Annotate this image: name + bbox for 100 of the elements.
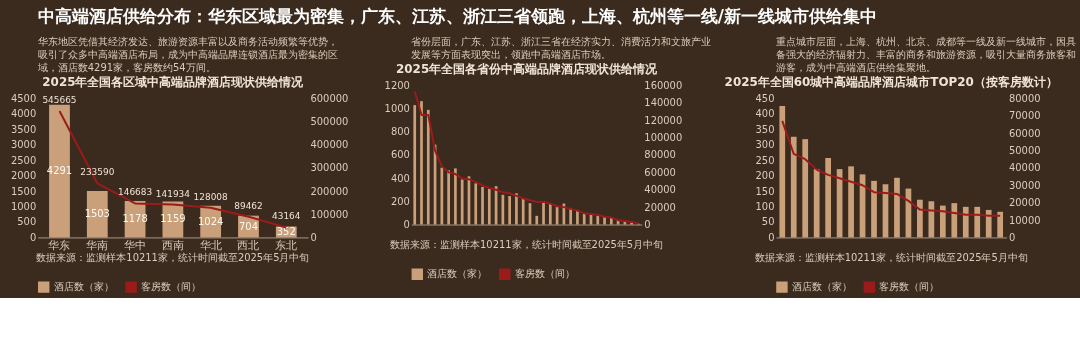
bar: [962, 206, 969, 238]
x-tick-label: 东北: [275, 238, 298, 252]
bar: [825, 157, 832, 238]
y-tick-label: 1000: [384, 103, 410, 115]
bar: [426, 109, 430, 225]
chart-subtitle: 华东地区凭借其经济发达、旅游资源丰富以及商务活动频繁等优势，吸引了众多中高端酒店布局，成为中高端品牌连锁酒店最为密集的区域，酒店数4291家，客房数约54万间。: [36, 36, 338, 74]
y-tick-label: 0: [403, 218, 410, 230]
chart-title: 2025年全国各省份中高端品牌酒店现状供给情况: [396, 62, 659, 77]
y-tick-label: 300: [755, 139, 775, 151]
bar: [848, 166, 854, 238]
bar: [582, 213, 586, 225]
bar: [454, 168, 457, 225]
text: 中高端酒店供给分布：华东区域最为密集，广东、江苏、浙江三省领跑，上海、杭州等一线/新一线城市供给集中: [37, 5, 877, 26]
y-tick-label: 250: [755, 154, 775, 166]
bar: [542, 201, 545, 225]
y-tick-label: 0: [29, 231, 37, 243]
x-tick-label: 西南: [161, 238, 184, 252]
y2-tick-label: 500000: [310, 115, 349, 127]
bar: [997, 211, 1004, 238]
legend-label: 客房数（间）: [514, 268, 575, 280]
y-tick-label: 2500: [11, 154, 37, 166]
data-label: 545665: [42, 94, 77, 105]
x-tick-label: 华北: [199, 238, 222, 252]
y-tick-label: 350: [755, 123, 775, 135]
y2-tick-label: 160000: [644, 79, 683, 91]
data-label: 233590: [80, 167, 115, 178]
chart-title: 2025年全国60城中高端品牌酒店城市TOP20（按客房数计）: [724, 75, 1058, 90]
bar: [813, 169, 820, 238]
bar: [790, 136, 797, 238]
y-tick-label: 200: [390, 195, 410, 207]
chart-subtitle: 省份层面，广东、江苏、浙江三省在经济实力、消费活力和文旅产业发展等方面表现突出，领跑中高端酒店市场。: [411, 36, 712, 61]
data-label: 704: [239, 220, 258, 232]
bar: [413, 105, 417, 225]
bar: [515, 193, 518, 225]
y2-tick-label: 140000: [644, 97, 683, 109]
bar: [521, 198, 525, 225]
y-tick-label: 3000: [11, 139, 37, 151]
y2-tick-label: 300000: [310, 162, 349, 174]
y2-tick-label: 70000: [1008, 110, 1041, 122]
bar: [596, 215, 600, 225]
y2-tick-label: 0: [644, 218, 651, 230]
y2-tick-label: 20000: [644, 201, 676, 213]
chart-subtitle: 重点城市层面，上海、杭州、北京、成都等一线及新一线城市，因具备强大的经济辐射力、丰富的商务和旅游资源，吸引大量商务旅客和游客，成为中高端酒店供给集聚地。: [775, 36, 1076, 74]
bar: [779, 106, 786, 238]
y-tick-label: 800: [390, 126, 410, 138]
bar: [474, 183, 478, 225]
y-tick-label: 50: [761, 216, 775, 228]
x-tick-label: 华南: [86, 238, 109, 252]
x-tick-label: 华东: [48, 238, 71, 252]
source-note: 数据来源：监测样本10211家，统计时间截至2025年5月中旬: [754, 252, 1028, 264]
bar: [487, 188, 491, 225]
y-tick-label: 0: [768, 231, 775, 243]
legend-label: 酒店数（家）: [427, 268, 488, 280]
bar: [535, 215, 539, 225]
data-label: 146683: [118, 187, 153, 198]
y-tick-label: 2000: [11, 170, 37, 182]
bar: [440, 167, 444, 225]
y-tick-label: 450: [755, 92, 775, 104]
legend-label: 客房数（间）: [141, 281, 202, 293]
y-tick-label: 150: [755, 185, 775, 197]
data-label: 141934: [155, 188, 191, 199]
line-series: [781, 119, 1002, 217]
y2-tick-label: 80000: [1008, 92, 1041, 104]
y-tick-label: 400: [755, 108, 775, 120]
y-tick-label: 200: [755, 170, 775, 182]
source-note: 数据来源：监测样本10211家，统计时间截至2025年5月中旬: [36, 252, 310, 264]
bar: [917, 199, 923, 238]
data-label: 89462: [234, 200, 263, 211]
source-note: 数据来源：监测样本10211家，统计时间截至2025年5月中旬: [390, 239, 664, 251]
bar: [420, 101, 423, 225]
y2-tick-label: 0: [1008, 231, 1016, 243]
y2-tick-label: 60000: [644, 166, 676, 178]
y2-tick-label: 0: [310, 231, 317, 243]
bar: [481, 186, 484, 225]
y2-tick-label: 200000: [310, 185, 349, 197]
y-tick-label: 1200: [384, 79, 410, 91]
y2-tick-label: 50000: [1008, 144, 1041, 156]
y2-tick-label: 100000: [310, 208, 349, 220]
y-tick-label: 600: [390, 149, 410, 161]
bar: [985, 209, 992, 238]
y2-tick-label: 40000: [1008, 162, 1041, 174]
bar: [928, 201, 935, 238]
x-tick-label: 华中: [124, 238, 147, 252]
legend-label: 客房数（间）: [879, 281, 940, 293]
y-tick-label: 4000: [11, 108, 37, 120]
bar: [974, 206, 981, 238]
bar: [802, 139, 809, 238]
y2-tick-label: 120000: [644, 114, 683, 126]
y2-tick-label: 600000: [310, 92, 349, 104]
y2-tick-label: 400000: [310, 139, 349, 151]
bar: [548, 203, 552, 225]
data-label: 352: [276, 225, 296, 237]
bar: [447, 170, 450, 225]
y-tick-label: 4500: [11, 92, 37, 104]
y2-tick-label: 40000: [644, 184, 676, 196]
y2-tick-label: 80000: [644, 149, 676, 161]
y-tick-label: 400: [390, 172, 410, 184]
y2-tick-label: 10000: [1008, 214, 1041, 226]
bar: [49, 104, 70, 238]
y2-tick-label: 60000: [1008, 127, 1041, 139]
